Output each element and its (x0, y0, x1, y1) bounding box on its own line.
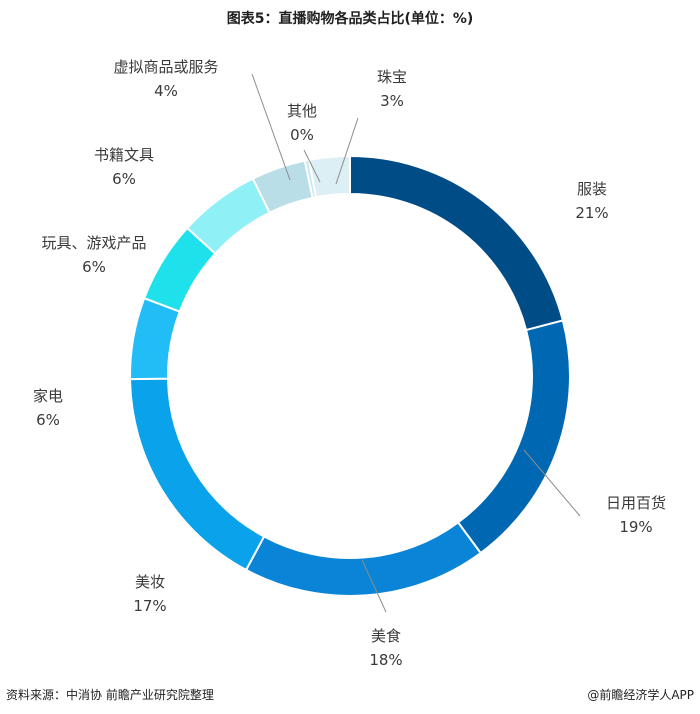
chart-title: 图表5：直播购物各品类占比(单位：%) (226, 11, 474, 27)
slice-name-label: 家电 (33, 387, 63, 405)
donut-slice-1 (456, 319, 571, 555)
brand-note: @前瞻经济学人APP (587, 688, 694, 702)
donut-slice-9 (307, 154, 351, 199)
slice-value-label: 18% (369, 651, 402, 669)
slice-value-label: 6% (112, 170, 136, 188)
slice-value-label: 6% (36, 411, 60, 429)
donut-slice-2 (244, 521, 483, 597)
slice-name-label: 虚拟商品或服务 (113, 58, 218, 76)
leader-line (303, 149, 321, 183)
donut-slice-4 (129, 296, 182, 381)
slice-name-label: 玩具、游戏产品 (41, 234, 146, 252)
slice-value-label: 0% (290, 126, 314, 144)
leader-line (335, 117, 359, 185)
labels-group: 服装 21% 日用百货 19% 美食 18% 美妆 17% 家电 6% 玩具、游戏产品 6% 书籍文具 6… (33, 58, 666, 669)
slice-name-label: 日用百货 (606, 494, 666, 512)
slice-value-label: 4% (154, 82, 178, 100)
slice-value-label: 17% (133, 597, 166, 615)
donut-slice-0 (349, 154, 565, 332)
slice-value-label: 19% (619, 518, 652, 536)
donut-slice-3 (129, 377, 266, 572)
slice-value-label: 21% (575, 204, 608, 222)
slice-name-label: 珠宝 (377, 68, 407, 86)
leader-lines-group (251, 73, 581, 613)
slice-name-label: 美食 (371, 627, 401, 645)
leader-line (523, 449, 581, 517)
slice-name-label: 美妆 (135, 573, 165, 591)
footer: 资料来源：中消协 前瞻产业研究院整理 @前瞻经济学人APP (6, 686, 694, 703)
leader-line (251, 73, 291, 181)
slice-value-label: 3% (380, 92, 404, 110)
slice-name-label: 其他 (287, 102, 317, 120)
slices-group (129, 154, 571, 597)
slice-value-label: 6% (82, 258, 106, 276)
leader-line (361, 559, 387, 613)
source-note: 资料来源：中消协 前瞻产业研究院整理 (6, 688, 214, 702)
slice-name-label: 服装 (577, 180, 607, 198)
slice-name-label: 书籍文具 (94, 146, 154, 164)
